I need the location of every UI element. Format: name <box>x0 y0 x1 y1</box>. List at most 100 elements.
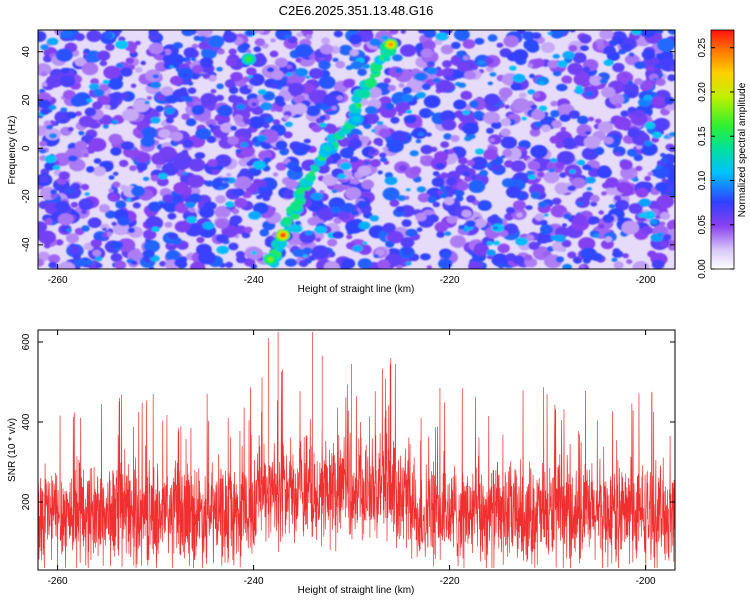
heatmap-cell <box>158 146 177 160</box>
heatmap-cell <box>378 128 391 138</box>
heatmap-cell <box>181 30 195 37</box>
heatmap-cell <box>86 98 93 103</box>
heatmap-cell <box>520 146 527 152</box>
heatmap-hotspot <box>354 117 359 121</box>
heatmap-cell <box>397 195 406 202</box>
heatmap-cell <box>141 126 158 140</box>
heatmap-cell <box>659 241 667 247</box>
heatmap-cell <box>230 125 237 131</box>
heatmap-cell <box>538 105 548 112</box>
heatmap-cell <box>332 231 344 239</box>
heatmap-cell <box>46 125 53 130</box>
heatmap-cell <box>419 108 433 119</box>
heatmap-cell <box>515 237 529 246</box>
heatmap-cell <box>319 189 325 195</box>
heatmap-cell <box>569 169 577 174</box>
heatmap-cell <box>383 77 391 84</box>
heatmap-cell <box>180 96 188 101</box>
heatmap-cell <box>99 204 110 213</box>
heatmap-cell <box>305 75 311 79</box>
heatmap-cell <box>311 245 330 260</box>
heatmap-cell <box>48 105 57 110</box>
heatmap-cell <box>365 106 378 115</box>
heatmap-cell <box>43 243 51 249</box>
heatmap-cell <box>72 253 81 260</box>
heatmap-cell <box>510 83 522 91</box>
heatmap-cell <box>38 125 47 137</box>
heatmap-cell <box>599 78 608 84</box>
heatmap-cell <box>627 128 640 138</box>
heatmap-cell <box>669 132 675 137</box>
colorbar-tick-label: 0.20 <box>697 82 708 102</box>
heatmap-cell <box>357 200 367 208</box>
heatmap-cell <box>225 57 238 67</box>
heatmap-cell <box>416 186 427 193</box>
heatmap-cell <box>485 163 492 168</box>
heatmap-cell <box>120 67 133 77</box>
heatmap-cell <box>598 210 604 215</box>
heatmap-cell <box>466 159 475 167</box>
heatmap-cell <box>588 116 595 122</box>
spectrogram-heatmap <box>38 30 675 269</box>
heatmap-cell <box>663 135 670 139</box>
heatmap-cell <box>498 87 513 98</box>
heatmap-cell <box>302 254 308 258</box>
heatmap-cell <box>50 189 57 195</box>
heatmap-cell <box>357 165 372 177</box>
heatmap-cell <box>225 201 235 208</box>
heatmap-cell <box>420 253 431 261</box>
heatmap-cell <box>270 38 276 43</box>
heatmap-cell <box>173 156 191 171</box>
heatmap-cell <box>129 165 137 172</box>
heatmap-cell <box>561 75 573 84</box>
heatmap-cell <box>319 115 326 121</box>
heatmap-cell <box>464 176 472 182</box>
heatmap-cell <box>207 35 225 48</box>
heatmap-cell <box>602 214 615 224</box>
heatmap-cell <box>119 92 129 100</box>
heatmap-cell <box>92 166 106 177</box>
heatmap-cell <box>38 221 48 233</box>
heatmap-cell <box>396 264 403 269</box>
heatmap-cell <box>222 177 230 183</box>
heatmap-cell <box>532 92 541 98</box>
heatmap-cell <box>593 146 605 156</box>
heatmap-cell <box>170 75 183 86</box>
figure-title: C2E6.2025.351.13.48.G16 <box>279 3 434 18</box>
heatmap-cell <box>537 171 545 178</box>
heatmap-cell <box>589 75 603 86</box>
heatmap-cell <box>651 136 659 143</box>
heatmap-cell <box>215 94 224 102</box>
heatmap-cell <box>389 30 399 35</box>
heatmap-cell <box>88 137 107 152</box>
heatmap-cell <box>130 260 138 265</box>
heatmap-cell <box>415 139 422 144</box>
heatmap-cell <box>649 219 658 225</box>
heatmap-ridge-cell <box>281 216 293 226</box>
heatmap-cell <box>159 203 166 209</box>
heatmap-cell <box>196 30 213 38</box>
heatmap-cell <box>557 60 568 68</box>
heatmap-cell <box>185 201 196 209</box>
heatmap-cell <box>473 244 490 256</box>
heatmap-cell <box>387 230 404 244</box>
heatmap-cell <box>349 156 359 163</box>
heatmap-cell <box>89 83 100 91</box>
heatmap-cell <box>120 141 135 151</box>
heatmap-cell <box>317 207 335 221</box>
heatmap-cell <box>314 225 327 234</box>
heatmap-cell <box>215 234 229 243</box>
heatmap-cell <box>156 164 162 169</box>
heatmap-cell <box>550 158 558 163</box>
heatmap-cell <box>174 220 190 233</box>
heatmap-ridge-cell <box>383 55 391 62</box>
heatmap-cell <box>324 123 337 133</box>
heatmap-cell <box>647 65 656 72</box>
heatmap-cell <box>214 205 231 219</box>
heatmap-cell <box>428 111 435 116</box>
heatmap-cell <box>601 86 616 98</box>
heatmap-cell <box>626 259 633 264</box>
heatmap-cell <box>578 237 596 251</box>
heatmap-cell <box>562 263 573 269</box>
heatmap-cell <box>253 46 262 53</box>
